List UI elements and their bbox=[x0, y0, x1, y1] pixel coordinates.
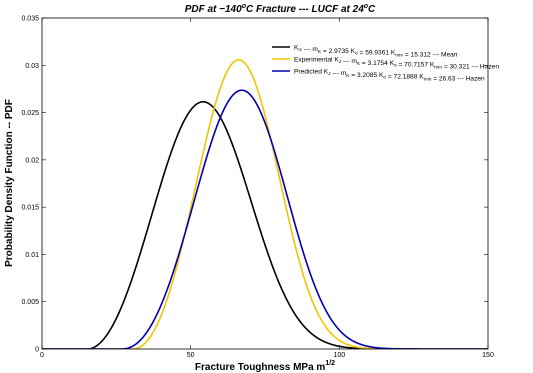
series-line-1 bbox=[42, 59, 488, 349]
y-tick-label: 0.015 bbox=[21, 205, 39, 212]
series-line-0 bbox=[42, 100, 488, 349]
x-tick-label: 100 bbox=[333, 352, 345, 359]
y-tick-label: 0 bbox=[35, 347, 39, 354]
series-line-2 bbox=[42, 89, 488, 349]
x-axis-label: Fracture Toughness MPa m1/2 bbox=[195, 360, 335, 373]
x-tick-label: 50 bbox=[187, 352, 195, 359]
chart-title: PDF at −140oC Fracture --- LUCF at 24oC bbox=[185, 3, 376, 15]
legend: KIc --- mK = 2.9735 Ko = 59.9361 Kmin = … bbox=[272, 44, 499, 83]
y-tick-label: 0.01 bbox=[25, 252, 39, 259]
x-tick-label: 0 bbox=[40, 352, 44, 359]
y-tick-label: 0.025 bbox=[21, 110, 39, 117]
x-axis: 0 50 100 150 bbox=[40, 18, 494, 359]
y-tick-label: 0.02 bbox=[25, 157, 39, 164]
legend-entry-2: Predicted KJ --- mK = 3.2085 Ko = 72.188… bbox=[294, 68, 485, 82]
legend-entry-1: Experimental KJ --- mK = 3.1754 Ko = 70.… bbox=[294, 56, 499, 70]
y-tick-label: 0.03 bbox=[25, 63, 39, 70]
legend-entry-0: KIc --- mK = 2.9735 Ko = 59.9361 Kmin = … bbox=[294, 44, 458, 58]
y-axis-label: Probability Density Function -- PDF bbox=[4, 99, 15, 267]
y-axis: 0 0.005 0.01 0.015 0.02 0.025 0.03 0.035 bbox=[21, 16, 488, 354]
plot-frame bbox=[41, 17, 489, 350]
curves-layer bbox=[42, 59, 488, 349]
y-tick-label: 0.035 bbox=[21, 16, 39, 23]
y-tick-label: 0.005 bbox=[21, 299, 39, 306]
x-tick-label: 150 bbox=[482, 352, 494, 359]
